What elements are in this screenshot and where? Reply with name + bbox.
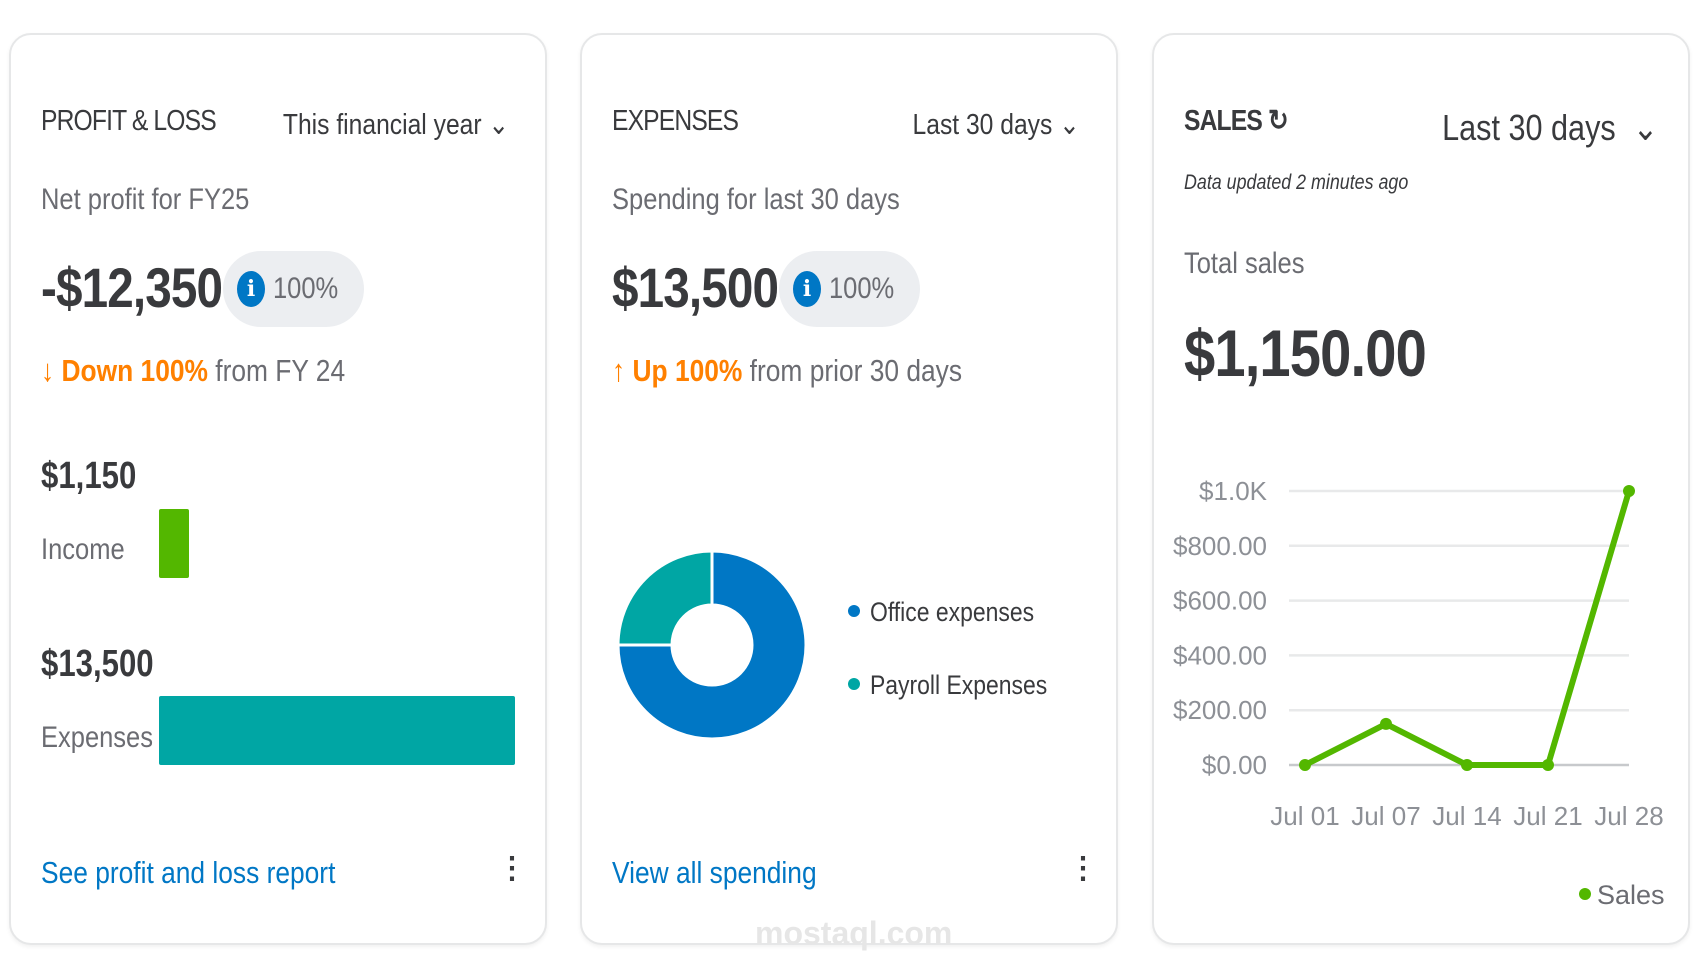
trend-value: Up 100%: [632, 353, 743, 388]
sales-point[interactable]: [1461, 759, 1473, 771]
x-tick-label: Jul 28: [1594, 801, 1663, 831]
donut-slice-1[interactable]: [616, 549, 714, 647]
trend-text: from FY 24: [207, 353, 346, 388]
legend-label: Sales: [1597, 880, 1665, 910]
expenses-donut-chart: Office expenses Payroll Expenses: [616, 549, 1047, 741]
y-tick-label: $1.0K: [1199, 476, 1268, 506]
trend: ↓ Down 100% from FY 24: [41, 353, 345, 389]
expenses-label: Expenses: [41, 721, 153, 754]
y-tick-label: $600.00: [1173, 586, 1267, 616]
badge-percent: 100%: [273, 272, 339, 305]
legend-dot: [848, 605, 860, 617]
legend-label: Payroll Expenses: [870, 670, 1047, 700]
sales-point[interactable]: [1299, 759, 1311, 771]
view-spending-link[interactable]: View all spending: [612, 855, 817, 890]
x-tick-label: Jul 21: [1513, 801, 1582, 831]
arrow-up-icon: ↑: [612, 353, 626, 388]
card-title: EXPENSES: [612, 105, 739, 137]
y-tick-label: $0.00: [1202, 750, 1267, 780]
subtitle: Net profit for FY25: [41, 183, 250, 216]
card-title: SALES ↻: [1184, 103, 1289, 138]
trend: ↑ Up 100% from prior 30 days: [612, 353, 962, 389]
legend-dot: [1579, 888, 1591, 900]
percent-badge[interactable]: i 100%: [779, 251, 920, 327]
sales-card: SALES ↻ Last 30 days ⌄ Data updated 2 mi…: [1152, 33, 1690, 945]
profit-loss-card: PROFIT & LOSS This financial year ⌄ Net …: [9, 33, 547, 945]
income-label: Income: [41, 533, 125, 566]
chevron-down-icon: ⌄: [488, 109, 509, 141]
expenses-bar[interactable]: [159, 696, 515, 765]
info-icon: i: [237, 271, 265, 307]
sales-point[interactable]: [1542, 759, 1554, 771]
period-label: This financial year: [282, 109, 482, 141]
x-tick-label: Jul 01: [1270, 801, 1339, 831]
updated-text: Data updated 2 minutes ago: [1184, 171, 1409, 194]
percent-badge[interactable]: i 100%: [223, 251, 364, 327]
chevron-down-icon: ⌄: [1059, 109, 1080, 141]
period-dropdown[interactable]: This financial year ⌄: [283, 107, 509, 142]
y-tick-label: $400.00: [1173, 640, 1267, 670]
sales-line-chart: $0.00 $200.00 $400.00 $600.00 $800.00 $1.0K Ju…: [1173, 476, 1665, 910]
y-tick-label: $200.00: [1173, 695, 1267, 725]
legend-dot: [848, 678, 860, 690]
y-tick-label: $800.00: [1173, 531, 1267, 561]
profit-loss-report-link[interactable]: See profit and loss report: [41, 855, 336, 890]
income-amount: $1,150: [41, 455, 137, 497]
x-tick-label: Jul 14: [1432, 801, 1501, 831]
net-profit-amount: -$12,350: [41, 256, 223, 319]
sales-point[interactable]: [1380, 717, 1392, 730]
card-title: PROFIT & LOSS: [41, 105, 217, 137]
subtitle: Spending for last 30 days: [612, 183, 900, 216]
x-tick-label: Jul 07: [1351, 801, 1420, 831]
donut-slice-0[interactable]: [616, 549, 808, 741]
income-bar[interactable]: [159, 509, 190, 578]
more-options-icon[interactable]: ⋮: [497, 852, 527, 885]
spending-amount: $13,500: [612, 256, 779, 319]
period-label: Last 30 days: [912, 109, 1053, 141]
subtitle: Total sales: [1184, 247, 1305, 280]
sales-title: SALES: [1184, 105, 1263, 137]
period-label: Last 30 days: [1441, 107, 1616, 148]
badge-percent: 100%: [829, 272, 895, 305]
trend-value: Down 100%: [61, 353, 208, 388]
arrow-down-icon: ↓: [41, 353, 55, 388]
expenses-card: EXPENSES Last 30 days ⌄ Spending for las…: [580, 33, 1118, 945]
trend-text: from prior 30 days: [742, 353, 963, 388]
period-dropdown[interactable]: Last 30 days ⌄: [913, 107, 1080, 142]
more-options-icon[interactable]: ⋮: [1068, 852, 1098, 885]
legend-label: Office expenses: [870, 597, 1034, 627]
info-icon: i: [793, 271, 821, 307]
total-sales-amount: $1,150.00: [1184, 316, 1427, 390]
chevron-down-icon: ⌄: [1632, 107, 1658, 148]
expenses-amount: $13,500: [41, 643, 154, 685]
sales-line: [1303, 490, 1632, 768]
watermark: mostaql.com: [755, 915, 953, 951]
refresh-icon[interactable]: ↻: [1267, 105, 1289, 137]
sales-point[interactable]: [1623, 485, 1635, 497]
period-dropdown[interactable]: Last 30 days ⌄: [1442, 107, 1658, 149]
